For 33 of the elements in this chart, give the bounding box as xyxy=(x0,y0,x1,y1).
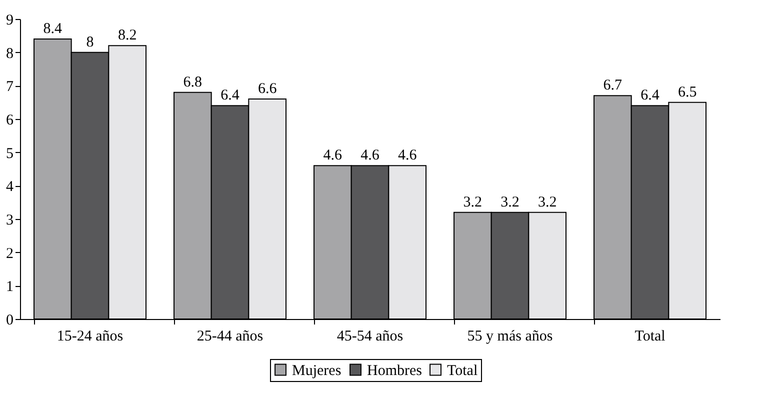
y-tick-label: 7 xyxy=(6,79,14,96)
data-label: 3.2 xyxy=(463,194,482,210)
x-tick-label: 25-44 años xyxy=(196,328,264,344)
y-tick-label: 9 xyxy=(6,12,14,28)
y-tick-label: 2 xyxy=(6,246,14,262)
data-label: 6.4 xyxy=(220,88,240,104)
y-tick-label: 0 xyxy=(6,312,14,328)
data-label: 6.4 xyxy=(640,88,660,104)
data-label: 3.2 xyxy=(538,194,557,210)
x-tick-label: Total xyxy=(634,328,666,344)
y-tick-label: 8 xyxy=(6,46,14,62)
x-tick-label: 15-24 años xyxy=(56,328,124,344)
x-tick-label: 55 y más años xyxy=(467,328,553,344)
data-label: 4.6 xyxy=(360,148,380,164)
data-label: 4.6 xyxy=(398,148,418,164)
legend-label: Total xyxy=(447,362,478,379)
data-label: 8.2 xyxy=(118,28,137,44)
y-tick-label: 3 xyxy=(6,212,14,228)
data-label: 8.4 xyxy=(43,21,63,37)
y-tick-label: 4 xyxy=(6,179,14,196)
legend-label: Hombres xyxy=(367,362,422,379)
data-label: 4.6 xyxy=(323,148,343,164)
x-tick-label: 45-54 años xyxy=(336,328,404,344)
data-label: 3.2 xyxy=(500,194,520,210)
data-label: 6.7 xyxy=(603,78,623,94)
data-label: 6.5 xyxy=(678,84,697,100)
data-label: 6.8 xyxy=(183,74,202,90)
data-label: 6.6 xyxy=(258,81,278,97)
y-tick-label: 6 xyxy=(6,112,14,128)
data-label: 8 xyxy=(86,34,94,50)
y-tick-label: 5 xyxy=(6,146,14,162)
y-tick-label: 1 xyxy=(6,279,14,296)
legend-label: Mujeres xyxy=(292,362,342,379)
